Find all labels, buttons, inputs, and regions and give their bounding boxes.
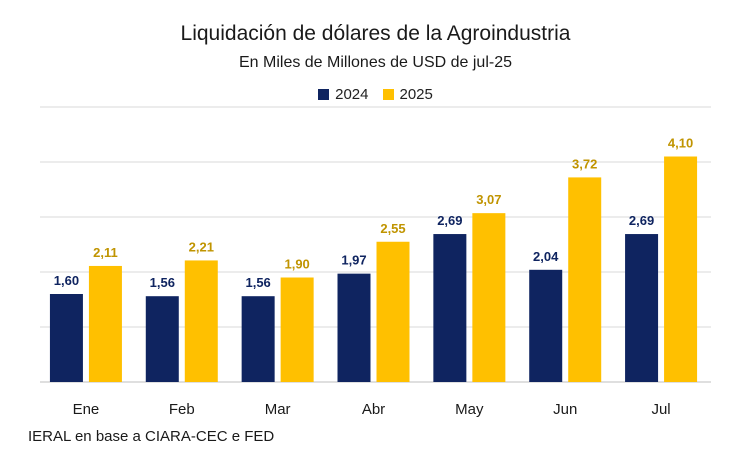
data-label-2025-mar: 1,90	[284, 257, 309, 272]
data-label-2024-ene: 1,60	[54, 273, 79, 288]
legend-item-2025: 2025	[382, 86, 433, 103]
bar-2025-may	[472, 213, 506, 382]
x-tick-label-ene: Ene	[73, 401, 100, 418]
data-label-2025-jun: 3,72	[572, 156, 597, 171]
data-label-2024-abr: 1,97	[341, 253, 366, 268]
chart-subtitle: En Miles de Millones de USD de jul-25	[238, 54, 512, 71]
data-label-2025-abr: 2,55	[380, 221, 405, 236]
bar-2024-feb	[145, 296, 179, 382]
bar-2025-feb	[184, 260, 218, 382]
data-label-2024-may: 2,69	[437, 213, 462, 228]
data-label-2024-jun: 2,04	[533, 249, 559, 264]
x-tick-label-may: May	[455, 401, 484, 418]
bar-2025-mar	[280, 277, 314, 382]
x-tick-label-jul: Jul	[651, 401, 670, 418]
legend-label-2025: 2025	[399, 86, 433, 103]
legend-item-2024: 2024	[318, 86, 369, 103]
bar-2025-jun	[568, 177, 602, 382]
chart-title: Liquidación de dólares de la Agroindustr…	[180, 22, 571, 45]
data-label-2024-jul: 2,69	[629, 213, 654, 228]
bar-2024-mar	[241, 296, 275, 382]
x-tick-label-feb: Feb	[169, 401, 195, 418]
bar-2025-jul	[664, 156, 698, 382]
x-tick-label-mar: Mar	[265, 401, 291, 418]
legend-label-2024: 2024	[335, 86, 369, 103]
data-label-2025-jul: 4,10	[668, 136, 693, 151]
data-label-2025-may: 3,07	[476, 192, 501, 207]
data-label-2024-mar: 1,56	[245, 275, 270, 290]
legend-swatch-2024	[318, 89, 330, 100]
legend-swatch-2025	[382, 89, 394, 100]
bar-2025-abr	[376, 241, 410, 382]
x-tick-label-abr: Abr	[362, 401, 385, 418]
bar-2024-ene	[49, 294, 83, 382]
bar-2025-ene	[88, 265, 122, 382]
chart-legend: 2024 2025	[0, 86, 751, 103]
data-label-2025-feb: 2,21	[189, 239, 214, 254]
data-label-2025-ene: 2,11	[93, 245, 118, 260]
bar-2024-jul	[625, 234, 659, 382]
data-label-2024-feb: 1,56	[150, 275, 175, 290]
x-tick-label-jun: Jun	[553, 401, 577, 418]
bar-2024-abr	[337, 273, 371, 382]
bar-2024-may	[433, 234, 467, 382]
bar-2024-jun	[529, 269, 563, 382]
source-note: IERAL en base a CIARA-CEC e FED	[28, 428, 275, 445]
